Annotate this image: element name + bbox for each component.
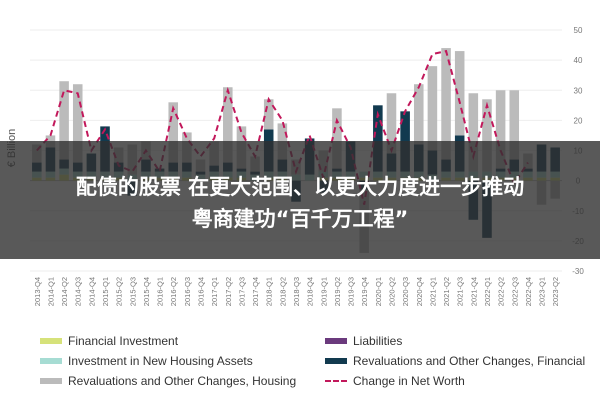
legend-label: Financial Investment bbox=[68, 334, 179, 348]
x-tick-label: 2017-Q2 bbox=[224, 277, 233, 306]
x-tick-label: 2019-Q1 bbox=[319, 277, 328, 306]
x-tick-label: 2017-Q1 bbox=[210, 277, 219, 306]
bar-segment bbox=[72, 84, 83, 163]
legend-item-revaluations-housing: Revaluations and Other Changes, Housing bbox=[40, 374, 296, 388]
x-tick-label: 2021-Q3 bbox=[456, 277, 465, 306]
legend-swatch-dashed bbox=[325, 380, 347, 382]
x-tick-label: 2019-Q2 bbox=[333, 277, 342, 306]
x-tick-label: 2018-Q2 bbox=[278, 277, 287, 306]
bar-segment bbox=[373, 105, 383, 172]
x-tick-label: 2023-Q1 bbox=[538, 277, 547, 306]
x-tick-label: 2016-Q4 bbox=[197, 277, 206, 306]
x-tick-labels: 2013-Q4 2014-Q1 2014-Q2 2014-Q3 2014-Q4 2015-… bbox=[33, 277, 560, 306]
x-tick-label: 2021-Q2 bbox=[442, 277, 451, 306]
x-tick-label: 2022-Q1 bbox=[483, 277, 492, 306]
x-tick-label: 2019-Q4 bbox=[360, 277, 369, 306]
x-tick-label: 2018-Q3 bbox=[292, 277, 301, 306]
x-tick-label: 2017-Q3 bbox=[237, 277, 246, 306]
legend-label: Revaluations and Other Changes, Financia… bbox=[353, 354, 586, 368]
x-tick-label: 2018-Q4 bbox=[306, 277, 315, 306]
x-tick-label: 2019-Q3 bbox=[347, 277, 356, 306]
legend-swatch bbox=[325, 338, 347, 344]
legend-swatch bbox=[40, 338, 62, 344]
bar-segment bbox=[263, 99, 274, 130]
bar-segment bbox=[168, 102, 179, 163]
y-tick-label: 40 bbox=[574, 56, 583, 65]
bar-segment bbox=[441, 48, 451, 160]
legend-swatch bbox=[40, 378, 62, 384]
x-tick-label: 2018-Q1 bbox=[265, 277, 274, 306]
x-tick-label: 2014-Q2 bbox=[60, 277, 69, 306]
x-tick-label: 2022-Q2 bbox=[497, 277, 506, 306]
legend-swatch bbox=[325, 358, 347, 364]
headline-line-2: 粤商建功“百千万工程” bbox=[191, 207, 409, 231]
legend-label: Liabilities bbox=[353, 334, 403, 348]
x-tick-label: 2014-Q3 bbox=[74, 277, 83, 306]
x-tick-label: 2015-Q2 bbox=[115, 277, 124, 306]
legend-label: Revaluations and Other Changes, Housing bbox=[68, 374, 297, 388]
x-tick-label: 2020-Q4 bbox=[415, 277, 424, 306]
bar-segment bbox=[427, 66, 438, 151]
bar-segment bbox=[468, 93, 479, 172]
legend-item-financial-investment: Financial Investment bbox=[40, 334, 178, 348]
legend-item-new-housing: Investment in New Housing Assets bbox=[40, 354, 253, 368]
headline-line-1: 配债的股票 在更大范围、以更大力度进一步推动 bbox=[75, 175, 525, 199]
bar-segment bbox=[495, 90, 506, 169]
x-tick-label: 2022-Q3 bbox=[510, 277, 519, 306]
legend-item-liabilities: Liabilities bbox=[325, 334, 402, 348]
x-tick-label: 2016-Q2 bbox=[169, 277, 178, 306]
bar-segment bbox=[482, 99, 492, 172]
x-tick-label: 2023-Q2 bbox=[551, 277, 560, 306]
y-tick-label: 50 bbox=[574, 26, 583, 35]
legend-item-net-worth: Change in Net Worth bbox=[325, 374, 465, 388]
legend: Financial Investment Liabilities Investm… bbox=[0, 330, 600, 400]
bar-segment bbox=[454, 51, 465, 136]
bar-segment bbox=[59, 81, 69, 160]
x-tick-label: 2015-Q4 bbox=[142, 277, 151, 306]
y-tick-label: 20 bbox=[574, 116, 583, 125]
headline-overlay: 配债的股票 在更大范围、以更大力度进一步推动 粤商建功“百千万工程” bbox=[0, 141, 600, 259]
x-tick-label: 2016-Q1 bbox=[156, 277, 165, 306]
bar-segment bbox=[332, 108, 342, 169]
x-tick-label: 2015-Q3 bbox=[128, 277, 137, 306]
legend-label: Investment in New Housing Assets bbox=[68, 354, 253, 368]
x-tick-label: 2014-Q4 bbox=[87, 277, 96, 306]
x-tick-label: 2013-Q4 bbox=[33, 277, 42, 306]
bar-segment bbox=[386, 93, 397, 154]
y-tick-label: 30 bbox=[574, 86, 583, 95]
x-tick-label: 2020-Q3 bbox=[401, 277, 410, 306]
x-tick-label: 2021-Q1 bbox=[428, 277, 437, 306]
x-tick-label: 2022-Q4 bbox=[524, 277, 533, 306]
bar-segment bbox=[223, 87, 233, 163]
x-tick-label: 2016-Q3 bbox=[183, 277, 192, 306]
legend-swatch bbox=[40, 358, 62, 364]
legend-item-revaluations-financial: Revaluations and Other Changes, Financia… bbox=[325, 354, 585, 368]
x-tick-label: 2021-Q4 bbox=[469, 277, 478, 306]
x-tick-label: 2015-Q1 bbox=[101, 277, 110, 306]
y-tick-label: -30 bbox=[572, 267, 584, 276]
bar-segment bbox=[509, 90, 520, 160]
legend-label: Change in Net Worth bbox=[353, 374, 465, 388]
x-tick-label: 2020-Q1 bbox=[374, 277, 383, 306]
bar-segment bbox=[413, 84, 424, 145]
x-tick-label: 2014-Q1 bbox=[46, 277, 55, 306]
x-tick-label: 2020-Q2 bbox=[387, 277, 396, 306]
x-tick-label: 2017-Q4 bbox=[251, 277, 260, 306]
